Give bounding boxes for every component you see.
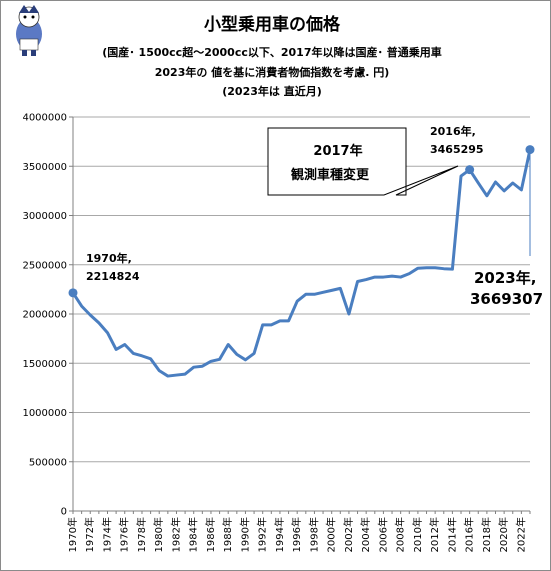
chart-subtitle-line-2: 2023年の 値を基に消費者物価指数を考慮. 円)	[155, 65, 389, 79]
x-tick-label: 1978年	[135, 517, 148, 552]
chart-title: 小型乗用車の価格	[204, 14, 341, 35]
x-tick-label: 1972年	[83, 517, 96, 552]
axes	[69, 116, 531, 514]
x-tick-label: 1970年	[66, 517, 79, 552]
x-tick-label: 2004年	[359, 517, 372, 552]
y-tick-label: 4000000	[22, 113, 67, 124]
x-tick-label: 1980年	[152, 517, 165, 552]
x-tick-label: 2020年	[497, 517, 510, 552]
annotation-2016-year: 2016年,	[430, 124, 476, 138]
y-tick-label: 1000000	[22, 408, 67, 419]
annotation-2023-year: 2023年,	[474, 269, 536, 287]
x-tick-label: 2016年	[463, 517, 476, 552]
x-tick-label: 1984年	[187, 517, 200, 552]
x-tick-label: 2018年	[480, 517, 493, 552]
x-tick-label: 1986年	[204, 517, 217, 552]
y-tick-label: 3000000	[22, 211, 67, 222]
x-tick-label: 2002年	[342, 517, 355, 552]
y-tick-label: 2500000	[22, 260, 67, 271]
mascot-illustration	[16, 5, 42, 56]
callout: 2017年 観測車種変更	[267, 127, 459, 196]
chart-subtitle-line-1: (国産･ 1500cc超～2000cc以下、2017年以降は国産･ 普通乗用車	[102, 45, 442, 59]
x-tick-label: 1976年	[118, 517, 131, 552]
x-tick-label: 1982年	[169, 517, 182, 552]
x-tick-label: 2006年	[376, 517, 389, 552]
data-point-1970	[68, 288, 78, 298]
x-tick-label: 2014年	[445, 517, 458, 552]
series-layer	[68, 145, 535, 378]
chart-subtitle-line-3: (2023年は 直近月)	[222, 84, 322, 98]
data-point-2016	[465, 165, 475, 175]
x-tick-label: 2008年	[394, 517, 407, 552]
x-tick-label: 2012年	[428, 517, 441, 552]
annotation-2023-value: 3669307	[470, 290, 543, 308]
x-tick-label: 1988年	[221, 517, 234, 552]
x-tick-label: 1998年	[307, 517, 320, 552]
x-tick-label: 2010年	[411, 517, 424, 552]
callout-line-1: 2017年	[313, 143, 362, 159]
x-tick-label: 1974年	[100, 517, 113, 552]
x-tick-labels: 1970年 1972年 1974年 1976年 1978年 1980年 1982年 1984年…	[66, 517, 527, 552]
x-tick-label: 2022年	[514, 517, 527, 552]
annotation-1970-year: 1970年,	[86, 251, 132, 265]
y-tick-label: 500000	[29, 457, 67, 468]
x-tick-label: 1990年	[238, 517, 251, 552]
x-tick-label: 1996年	[290, 517, 303, 552]
y-tick-label: 2000000	[22, 310, 67, 321]
y-tick-labels: 0 500000 1000000 1500000 2000000 2500000 30000…	[22, 113, 67, 518]
annotation-1970-value: 2214824	[86, 270, 140, 283]
y-tick-label: 1500000	[22, 359, 67, 370]
x-tick-label: 1994年	[273, 517, 286, 552]
x-tick-label: 2000年	[325, 517, 338, 552]
annotation-2016-value: 3465295	[430, 143, 484, 156]
y-tick-label: 0	[61, 507, 67, 518]
series-line	[71, 149, 532, 378]
y-tick-label: 3500000	[22, 162, 67, 173]
x-tick-label: 1992年	[256, 517, 269, 552]
callout-line-2: 観測車種変更	[290, 167, 370, 183]
data-point-2023	[525, 145, 535, 155]
